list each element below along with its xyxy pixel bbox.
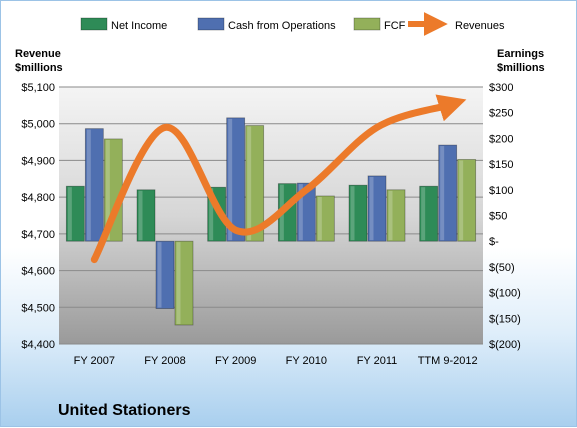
bar-highlight [298, 184, 303, 241]
bar-highlight [86, 129, 91, 241]
category-label: TTM 9-2012 [418, 355, 478, 367]
bar [136, 189, 156, 242]
bar [367, 175, 387, 242]
bar-highlight [350, 186, 355, 241]
bar-highlight [176, 242, 181, 324]
right-tick-label: $(50) [489, 262, 515, 274]
left-tick-label: $4,700 [21, 229, 55, 241]
bar [245, 125, 265, 242]
legend-label: Net Income [111, 20, 167, 32]
left-tick-label: $4,900 [21, 155, 55, 167]
left-axis-ticks: $4,400 $4,500 $4,600 $4,700 $4,800 $4,900 $5,0… [21, 82, 55, 351]
bar [348, 184, 368, 242]
revenues-line [90, 94, 467, 264]
bar-highlight [369, 176, 374, 241]
bar [65, 185, 85, 242]
bar-highlight [247, 126, 252, 241]
legend: Net Income Cash from Operations FCF Revenue… [80, 12, 505, 36]
category-label: FY 2007 [74, 355, 115, 367]
right-axis-title-line1: Earnings [497, 48, 544, 60]
plot-area [59, 87, 483, 344]
bar-highlight [421, 187, 426, 241]
bar-highlight [138, 190, 143, 241]
right-tick-label: $(200) [489, 339, 521, 351]
right-tick-label: $300 [489, 82, 513, 94]
bar [315, 195, 335, 242]
left-axis-title-line1: Revenue [15, 48, 61, 60]
bar-highlight [459, 160, 464, 241]
bar [155, 240, 175, 309]
bar-highlight [228, 118, 233, 241]
bar-highlight [440, 146, 445, 241]
right-tick-label: $250 [489, 108, 513, 120]
bar-highlight [157, 242, 162, 308]
legend-label: FCF [384, 20, 406, 32]
right-tick-label: $150 [489, 159, 513, 171]
right-tick-label: $(150) [489, 313, 521, 325]
left-tick-label: $4,800 [21, 192, 55, 204]
bar-highlight [209, 188, 214, 241]
right-tick-label: $50 [489, 211, 507, 223]
legend-label: Cash from Operations [228, 20, 336, 32]
bar [226, 117, 246, 242]
bar-highlight [317, 196, 322, 241]
right-axis-ticks: $(200) $(150) $(100) $(50) $- $50 $100 $150 $200… [489, 82, 521, 351]
bar [174, 240, 194, 326]
chart-title: United Stationers [58, 402, 191, 419]
legend-swatch [197, 17, 225, 31]
right-tick-label: $200 [489, 133, 513, 145]
left-axis-title-line2: $millions [15, 62, 63, 74]
bar-highlight [67, 187, 72, 241]
left-tick-label: $5,100 [21, 82, 55, 94]
category-label: FY 2011 [357, 355, 398, 367]
bar [438, 144, 458, 242]
category-axis: FY 2007 FY 2008 FY 2009 FY 2010 FY 2011 TTM 9… [74, 355, 478, 367]
legend-label: Revenues [455, 20, 505, 32]
right-axis-title-line2: $millions [497, 62, 545, 74]
revenue-line-layer [90, 94, 467, 264]
left-tick-label: $4,400 [21, 339, 55, 351]
category-label: FY 2010 [286, 355, 327, 367]
bar-highlight [105, 139, 110, 241]
left-tick-label: $4,600 [21, 266, 55, 278]
right-tick-label: $100 [489, 185, 513, 197]
left-tick-label: $5,000 [21, 119, 55, 131]
legend-swatch [353, 17, 381, 31]
bar-highlight [388, 190, 393, 241]
bar [419, 185, 439, 242]
bar [457, 159, 477, 242]
category-label: FY 2008 [144, 355, 185, 367]
legend-swatch [80, 17, 108, 31]
gridlines [59, 86, 483, 345]
right-tick-label: $- [489, 236, 499, 248]
bar [84, 128, 104, 242]
right-tick-label: $(100) [489, 288, 521, 300]
left-tick-label: $4,500 [21, 302, 55, 314]
bar [386, 189, 406, 242]
category-label: FY 2009 [215, 355, 256, 367]
